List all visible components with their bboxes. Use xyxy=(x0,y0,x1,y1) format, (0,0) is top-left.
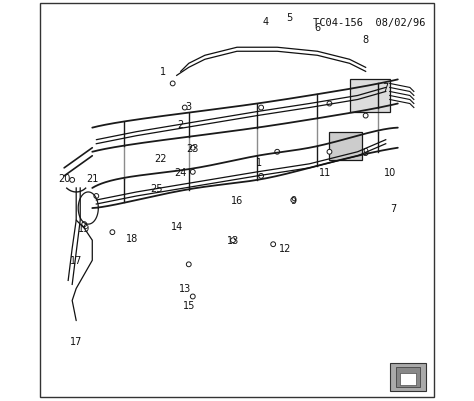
Text: 9: 9 xyxy=(363,148,369,157)
Circle shape xyxy=(82,222,87,227)
Circle shape xyxy=(230,238,236,243)
Text: 12: 12 xyxy=(279,244,292,253)
Text: 13: 13 xyxy=(179,284,191,294)
Bar xyxy=(349,80,390,112)
Text: 25: 25 xyxy=(150,184,163,193)
Text: 7: 7 xyxy=(391,204,397,213)
Circle shape xyxy=(327,150,332,155)
Circle shape xyxy=(110,230,115,235)
Bar xyxy=(396,367,420,387)
Bar xyxy=(400,373,416,385)
Circle shape xyxy=(182,106,187,111)
Text: 3: 3 xyxy=(186,101,192,111)
Text: 8: 8 xyxy=(363,35,369,45)
Text: 19: 19 xyxy=(78,224,91,233)
Circle shape xyxy=(259,174,264,179)
Text: 16: 16 xyxy=(231,196,243,205)
Text: 11: 11 xyxy=(319,168,332,177)
Bar xyxy=(329,132,362,160)
Text: 1: 1 xyxy=(160,67,166,77)
Text: 18: 18 xyxy=(127,234,138,243)
Text: TC04-156  08/02/96: TC04-156 08/02/96 xyxy=(313,18,426,28)
Text: 1: 1 xyxy=(256,158,262,167)
Circle shape xyxy=(327,102,332,107)
Text: 14: 14 xyxy=(171,222,183,231)
Text: 5: 5 xyxy=(286,13,292,23)
Circle shape xyxy=(259,106,264,111)
Circle shape xyxy=(186,262,191,267)
Circle shape xyxy=(94,194,99,199)
Text: 23: 23 xyxy=(187,144,199,153)
Text: 6: 6 xyxy=(314,23,320,33)
Circle shape xyxy=(191,294,195,299)
Circle shape xyxy=(170,82,175,87)
Text: 24: 24 xyxy=(174,168,187,177)
Circle shape xyxy=(363,114,368,119)
Text: 17: 17 xyxy=(70,256,82,265)
Text: 21: 21 xyxy=(86,174,99,183)
Text: 2: 2 xyxy=(178,119,184,129)
Bar xyxy=(390,363,426,391)
Text: 10: 10 xyxy=(383,168,396,177)
Text: 13: 13 xyxy=(227,236,239,245)
Text: 22: 22 xyxy=(155,154,167,163)
Text: 20: 20 xyxy=(58,174,70,183)
Circle shape xyxy=(291,198,296,203)
Circle shape xyxy=(70,178,74,183)
Circle shape xyxy=(191,146,195,151)
Text: 17: 17 xyxy=(70,336,82,346)
Text: 15: 15 xyxy=(182,300,195,310)
Text: 7: 7 xyxy=(383,83,389,93)
Circle shape xyxy=(271,242,275,247)
Circle shape xyxy=(275,150,280,155)
Text: 4: 4 xyxy=(262,17,268,27)
Circle shape xyxy=(191,170,195,175)
Text: 9: 9 xyxy=(290,196,296,205)
